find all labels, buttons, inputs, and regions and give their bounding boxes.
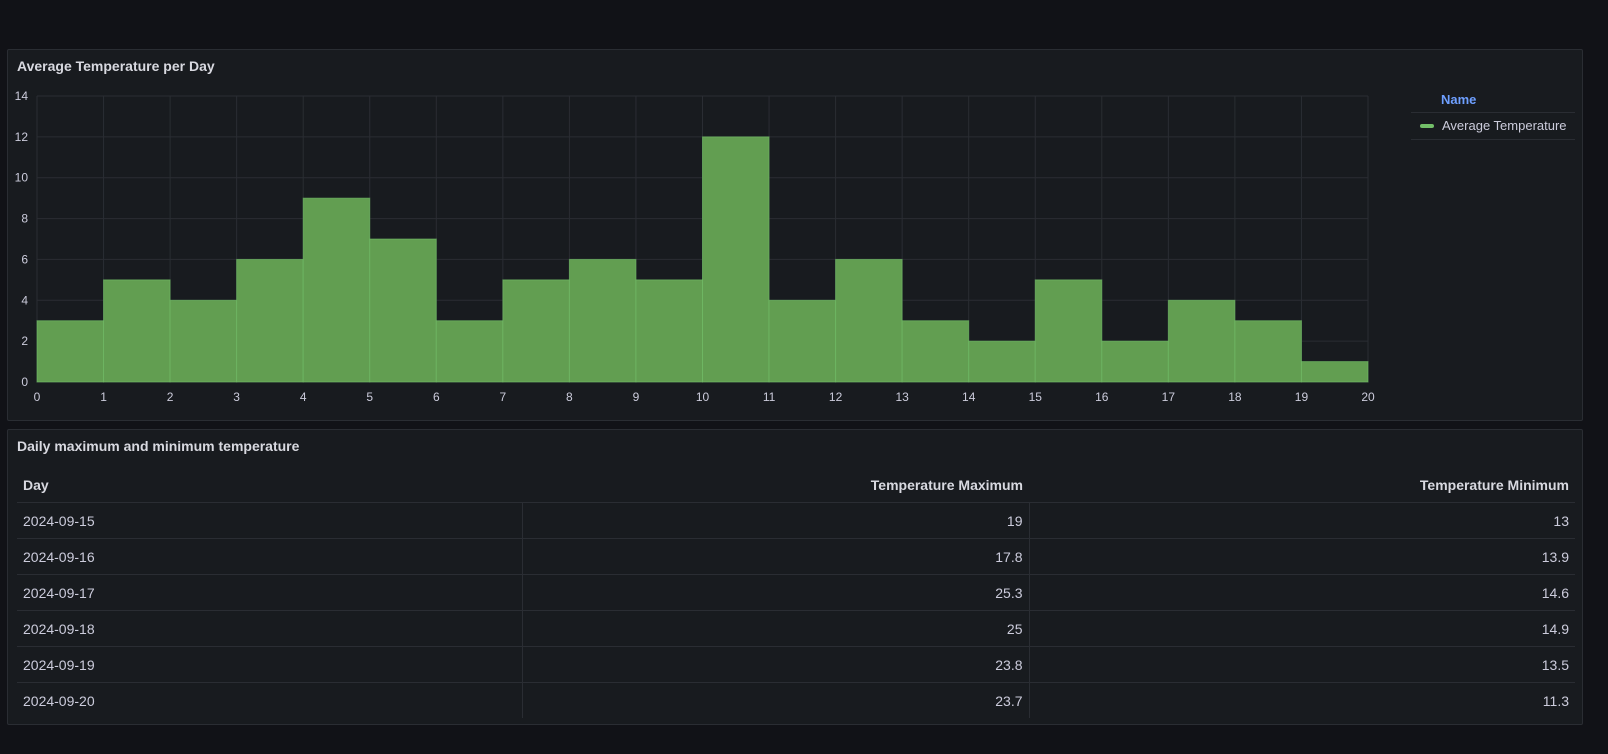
x-tick-label: 16 <box>1095 390 1109 404</box>
histogram-bar[interactable] <box>369 238 437 383</box>
x-tick-label: 10 <box>696 390 710 404</box>
cell-temperature-minimum: 11.3 <box>1028 682 1575 718</box>
x-tick-label: 11 <box>763 390 776 404</box>
table-panel: Daily maximum and minimum temperature Da… <box>7 429 1583 725</box>
y-tick-label: 14 <box>15 89 29 103</box>
legend-swatch <box>1420 123 1434 128</box>
x-tick-label: 18 <box>1228 390 1242 404</box>
cell-temperature-maximum: 25.3 <box>521 574 1029 611</box>
cell-day: 2024-09-19 <box>17 646 522 683</box>
table-panel-title: Daily maximum and minimum temperature <box>17 438 300 454</box>
table-row: 2024-09-19 23.8 13.5 <box>17 646 1575 683</box>
column-header-day[interactable]: Day <box>17 468 522 503</box>
histogram-bar[interactable] <box>1034 279 1103 383</box>
cell-day: 2024-09-18 <box>17 610 522 647</box>
histogram-bar[interactable] <box>1101 340 1169 383</box>
x-tick-label: 5 <box>366 390 373 404</box>
legend-item-label: Average Temperature <box>1442 118 1567 133</box>
cell-temperature-maximum: 23.8 <box>521 646 1029 683</box>
histogram-bar[interactable] <box>502 279 570 383</box>
table-row: 2024-09-18 25 14.9 <box>17 610 1575 647</box>
cell-temperature-minimum: 14.6 <box>1028 574 1575 611</box>
histogram-bar[interactable] <box>1234 320 1302 383</box>
cell-temperature-minimum: 13.5 <box>1028 646 1575 683</box>
cell-temperature-minimum: 13 <box>1028 502 1575 539</box>
y-tick-label: 6 <box>21 252 28 266</box>
x-tick-label: 20 <box>1361 390 1375 404</box>
histogram-bar[interactable] <box>169 299 238 383</box>
temperature-table: Day Temperature Maximum Temperature Mini… <box>17 468 1575 718</box>
cell-day: 2024-09-15 <box>17 502 522 539</box>
cell-temperature-minimum: 13.9 <box>1028 538 1575 575</box>
cell-temperature-minimum: 14.9 <box>1028 610 1575 647</box>
cell-temperature-maximum: 23.7 <box>521 682 1029 718</box>
x-tick-label: 7 <box>500 390 507 404</box>
table-header-row: Day Temperature Maximum Temperature Mini… <box>17 468 1575 503</box>
cell-temperature-maximum: 17.8 <box>521 538 1029 575</box>
histogram-bar[interactable] <box>103 279 171 383</box>
cell-day: 2024-09-20 <box>23 692 95 709</box>
x-tick-label: 1 <box>100 390 107 404</box>
column-header-temperature-maximum[interactable]: Temperature Maximum <box>522 468 1029 503</box>
cell-temperature-maximum: 19 <box>521 502 1029 539</box>
x-tick-label: 13 <box>895 390 909 404</box>
x-tick-label: 8 <box>566 390 573 404</box>
x-tick-label: 14 <box>962 390 976 404</box>
legend-item-average-temperature[interactable]: Average Temperature <box>1411 113 1575 140</box>
histogram-bar[interactable] <box>36 320 105 383</box>
table-row: 2024-09-20 23.7 11.3 <box>17 682 1575 718</box>
x-tick-label: 15 <box>1029 390 1043 404</box>
y-tick-label: 4 <box>21 293 28 307</box>
histogram-bar[interactable] <box>302 197 371 383</box>
histogram-bar[interactable] <box>568 258 637 383</box>
legend: Name Average Temperature <box>1411 88 1575 140</box>
x-tick-label: 9 <box>633 390 640 404</box>
cell-day: 2024-09-16 <box>17 538 522 575</box>
x-tick-label: 0 <box>34 390 41 404</box>
histogram-bar[interactable] <box>236 258 304 383</box>
histogram-bar[interactable] <box>901 320 970 383</box>
histogram-panel-title: Average Temperature per Day <box>17 58 215 74</box>
x-tick-label: 12 <box>829 390 843 404</box>
x-tick-label: 17 <box>1162 390 1176 404</box>
temperature-table-wrap: Day Temperature Maximum Temperature Mini… <box>17 468 1575 718</box>
histogram-bar[interactable] <box>635 279 704 383</box>
legend-header[interactable]: Name <box>1411 88 1575 113</box>
histogram-bar[interactable] <box>835 258 903 383</box>
x-tick-label: 2 <box>167 390 174 404</box>
histogram-bar[interactable] <box>702 136 770 383</box>
x-tick-label: 4 <box>300 390 307 404</box>
histogram-bar[interactable] <box>1167 299 1236 383</box>
histogram-bar[interactable] <box>435 320 504 383</box>
histogram-bar[interactable] <box>1300 361 1369 383</box>
table-row: 2024-09-17 25.3 14.6 <box>17 574 1575 611</box>
y-tick-label: 10 <box>15 171 29 185</box>
y-tick-label: 0 <box>21 375 28 389</box>
y-tick-label: 12 <box>15 130 29 144</box>
x-tick-label: 6 <box>433 390 440 404</box>
table-row: 2024-09-16 17.8 13.9 <box>17 538 1575 575</box>
x-tick-label: 19 <box>1295 390 1309 404</box>
histogram-bar[interactable] <box>968 340 1036 383</box>
histogram-panel: Average Temperature per Day 0 2 4 6 8 10 12 14 0… <box>7 49 1583 421</box>
y-tick-label: 8 <box>21 212 28 226</box>
cell-temperature-maximum: 25 <box>521 610 1029 647</box>
table-row: 2024-09-15 19 13 <box>17 502 1575 539</box>
column-header-temperature-minimum[interactable]: Temperature Minimum <box>1029 468 1575 503</box>
cell-day: 2024-09-17 <box>17 574 522 611</box>
histogram-bar[interactable] <box>768 299 837 383</box>
x-tick-label: 3 <box>233 390 240 404</box>
y-tick-label: 2 <box>21 334 28 348</box>
